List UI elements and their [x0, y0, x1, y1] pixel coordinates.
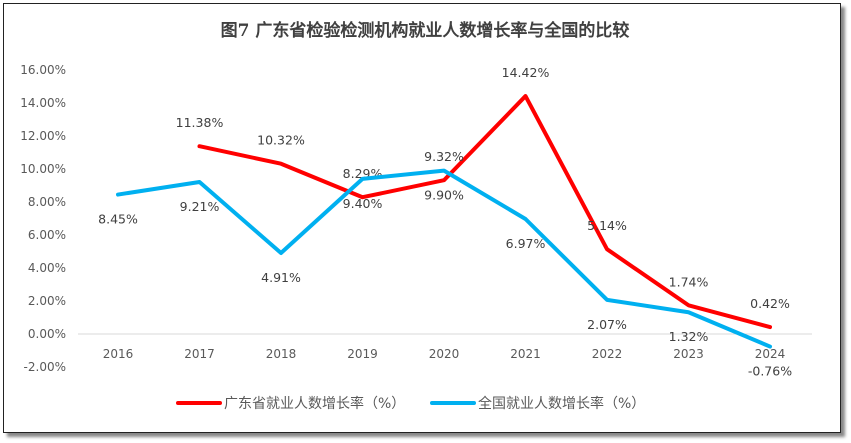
- chart-frame: [3, 3, 841, 433]
- x-tick-label: 2021: [510, 347, 541, 361]
- x-tick-label: 2023: [673, 347, 704, 361]
- y-tick-label: 0.00%: [28, 327, 66, 341]
- series-line-2: [116, 168, 772, 349]
- data-label: 9.21%: [180, 199, 220, 214]
- y-tick-label: -2.00%: [24, 360, 66, 374]
- y-tick-label: 16.00%: [20, 63, 66, 77]
- x-tick-label: 2020: [429, 347, 460, 361]
- legend-label: 广东省就业人数增长率（%）: [224, 395, 405, 412]
- x-tick-label: 2016: [103, 347, 134, 361]
- data-label: 2.07%: [587, 317, 627, 332]
- data-label: 5.14%: [587, 218, 627, 233]
- data-label: 0.42%: [750, 296, 790, 311]
- data-label: -0.76%: [748, 364, 792, 379]
- y-tick-label: 8.00%: [28, 195, 66, 209]
- y-tick-label: 12.00%: [20, 129, 66, 143]
- data-label: 4.91%: [261, 270, 301, 285]
- y-tick-label: 4.00%: [28, 261, 66, 275]
- data-label: 14.42%: [502, 65, 550, 80]
- x-tick-label: 2017: [184, 347, 215, 361]
- y-tick-label: 6.00%: [28, 228, 66, 242]
- data-label: 6.97%: [506, 236, 546, 251]
- y-tick-label: 2.00%: [28, 294, 66, 308]
- data-label: 11.38%: [176, 115, 224, 130]
- data-label: 1.32%: [669, 329, 709, 344]
- data-label: 9.40%: [343, 196, 383, 211]
- data-label: 9.32%: [424, 149, 464, 164]
- data-label: 8.45%: [98, 212, 138, 227]
- chart-title: 图7 广东省检验检测机构就业人数增长率与全国的比较: [221, 20, 630, 41]
- x-tick-label: 2022: [592, 347, 623, 361]
- data-label: 9.90%: [424, 188, 464, 203]
- x-tick-label: 2019: [347, 347, 378, 361]
- y-tick-label: 10.00%: [20, 162, 66, 176]
- x-tick-label: 2018: [266, 347, 297, 361]
- data-label: 1.74%: [669, 274, 709, 289]
- x-tick-label: 2024: [755, 347, 786, 361]
- legend-label: 全国就业人数增长率（%）: [478, 395, 645, 412]
- y-tick-label: 14.00%: [20, 96, 66, 110]
- series-line-1: [197, 94, 772, 330]
- data-label: 10.32%: [257, 133, 305, 148]
